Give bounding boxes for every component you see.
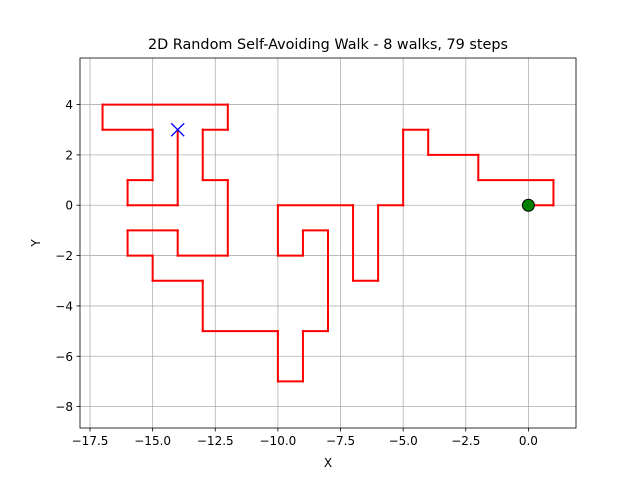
x-tick-label: −12.5 bbox=[197, 434, 234, 448]
y-tick-label: 4 bbox=[65, 98, 73, 112]
walk-point bbox=[276, 204, 279, 207]
walk-point bbox=[201, 128, 204, 131]
walk-point bbox=[226, 179, 229, 182]
walk-point bbox=[101, 103, 104, 106]
walk-point bbox=[151, 179, 154, 182]
x-tick-label: −15.0 bbox=[134, 434, 171, 448]
y-axis-label: Y bbox=[29, 239, 43, 248]
walk-point bbox=[126, 179, 129, 182]
x-axis: −17.5 −15.0 −12.5 −10.0 −7.5 −5.0 −2.5 0.0 bbox=[72, 428, 538, 448]
walk-point bbox=[176, 204, 179, 207]
x-tick-label: −5.0 bbox=[389, 434, 418, 448]
walk-point bbox=[226, 128, 229, 131]
walk-point bbox=[377, 204, 380, 207]
walk-point bbox=[477, 153, 480, 156]
walk-point bbox=[151, 128, 154, 131]
start-marker bbox=[521, 198, 535, 212]
walk-point bbox=[301, 380, 304, 383]
y-tick-label: 0 bbox=[65, 199, 73, 213]
plot-frame bbox=[79, 57, 577, 429]
walk-point bbox=[126, 204, 129, 207]
walk-point bbox=[226, 254, 229, 257]
walk-point bbox=[126, 254, 129, 257]
x-tick-label: −7.5 bbox=[326, 434, 355, 448]
walk-point bbox=[176, 254, 179, 257]
walk-point bbox=[327, 330, 329, 333]
walk-point bbox=[201, 179, 204, 182]
walk-point bbox=[201, 279, 204, 282]
y-tick-label: 2 bbox=[65, 148, 73, 162]
x-tick-label: −10.0 bbox=[260, 434, 297, 448]
x-tick-label: −2.5 bbox=[451, 434, 480, 448]
walk-point bbox=[276, 254, 279, 257]
walk-point bbox=[201, 330, 204, 333]
walk-series bbox=[101, 103, 555, 383]
walk-point bbox=[402, 204, 405, 207]
walk-point bbox=[301, 229, 304, 232]
x-tick-label: −17.5 bbox=[72, 434, 109, 448]
x-axis-label: X bbox=[324, 456, 332, 470]
walk-point bbox=[276, 330, 279, 333]
y-tick-label: −8 bbox=[55, 400, 73, 414]
walk-point bbox=[301, 330, 304, 333]
walk-point bbox=[352, 204, 355, 207]
walk-point bbox=[427, 153, 430, 156]
walk-point bbox=[151, 279, 154, 282]
y-tick-label: −4 bbox=[55, 299, 73, 313]
walk-point bbox=[552, 179, 555, 182]
walk-point bbox=[301, 254, 304, 257]
walk-point bbox=[352, 279, 355, 282]
walk-point bbox=[176, 229, 179, 232]
walk-point bbox=[552, 204, 555, 207]
chart-title: 2D Random Self-Avoiding Walk - 8 walks, … bbox=[148, 37, 508, 53]
walk-point bbox=[477, 179, 480, 182]
y-axis: −8 −6 −4 −2 0 2 4 bbox=[55, 98, 80, 414]
end-marker-stroke bbox=[170, 122, 185, 137]
walk-point bbox=[402, 128, 405, 131]
walk-point bbox=[427, 128, 430, 131]
x-tick-label: 0.0 bbox=[519, 434, 538, 448]
walk-point bbox=[226, 103, 229, 106]
walk-point bbox=[151, 254, 154, 257]
walk-point bbox=[327, 229, 329, 232]
markers bbox=[170, 122, 535, 212]
walk-point bbox=[101, 128, 104, 131]
y-tick-label: −6 bbox=[55, 350, 73, 364]
walk-point bbox=[276, 380, 279, 383]
walk-point bbox=[377, 279, 380, 282]
walk-point bbox=[126, 229, 129, 232]
y-tick-label: −2 bbox=[55, 249, 73, 263]
